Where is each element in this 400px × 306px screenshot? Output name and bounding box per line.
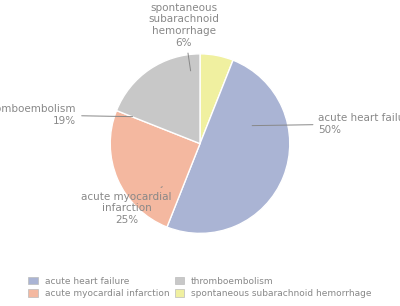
Text: acute myocardial
infarction
25%: acute myocardial infarction 25% [81, 187, 172, 225]
Wedge shape [116, 54, 200, 144]
Legend: acute heart failure, acute myocardial infarction, thromboembolism, spontaneous s: acute heart failure, acute myocardial in… [25, 273, 375, 301]
Wedge shape [200, 54, 233, 144]
Wedge shape [110, 110, 200, 227]
Text: thromboembolism
19%: thromboembolism 19% [0, 104, 132, 126]
Text: spontaneous
subarachnoid
hemorrhage
6%: spontaneous subarachnoid hemorrhage 6% [148, 3, 219, 71]
Wedge shape [167, 60, 290, 233]
Text: acute heart failure
50%: acute heart failure 50% [252, 113, 400, 135]
